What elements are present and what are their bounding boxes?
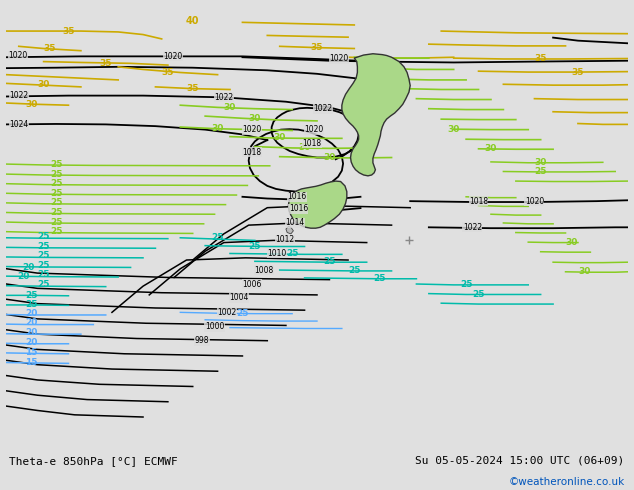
Text: 25: 25 [37, 232, 50, 241]
Text: 1000: 1000 [205, 322, 224, 331]
Text: 1012: 1012 [275, 235, 294, 244]
Text: 35: 35 [534, 54, 547, 64]
Text: 30: 30 [224, 103, 236, 112]
Text: 1022: 1022 [214, 93, 233, 102]
Text: 1020: 1020 [525, 196, 544, 206]
Text: 25: 25 [50, 179, 62, 188]
Text: 25: 25 [37, 261, 50, 270]
Text: 25: 25 [37, 270, 50, 279]
Text: 25: 25 [50, 189, 62, 198]
Text: 35: 35 [311, 43, 323, 52]
Text: 25: 25 [37, 280, 50, 289]
Text: 25: 25 [50, 170, 62, 179]
Text: 20: 20 [25, 328, 37, 337]
Text: Theta-e 850hPa [°C] ECMWF: Theta-e 850hPa [°C] ECMWF [10, 456, 178, 466]
Text: 25: 25 [50, 208, 62, 217]
Polygon shape [286, 226, 294, 234]
Text: 30: 30 [37, 80, 50, 89]
Text: 35: 35 [62, 26, 75, 36]
Text: 25: 25 [236, 309, 249, 318]
Text: 30: 30 [448, 124, 460, 134]
Text: 35: 35 [44, 44, 56, 53]
Text: 20: 20 [25, 318, 37, 327]
Text: 35: 35 [572, 68, 584, 76]
Text: 25: 25 [50, 218, 62, 226]
Text: 1020: 1020 [242, 125, 261, 134]
Text: 1004: 1004 [230, 294, 249, 302]
Text: 15: 15 [25, 348, 37, 357]
Text: 1018: 1018 [242, 148, 261, 157]
Text: 25: 25 [50, 160, 62, 169]
Text: 35: 35 [186, 84, 199, 93]
Text: 1018: 1018 [302, 139, 321, 148]
Text: 25: 25 [37, 242, 50, 250]
Text: 35: 35 [162, 68, 174, 77]
Text: 25: 25 [25, 291, 37, 300]
Text: 30: 30 [578, 267, 590, 276]
Text: 20: 20 [25, 338, 37, 346]
Text: 25: 25 [373, 274, 385, 283]
Text: Su 05-05-2024 15:00 UTC (06+09): Su 05-05-2024 15:00 UTC (06+09) [415, 456, 624, 466]
Text: 30: 30 [211, 124, 224, 133]
Text: 20: 20 [22, 263, 34, 272]
Text: 1024: 1024 [9, 121, 29, 129]
Text: 35: 35 [100, 59, 112, 68]
Text: 30: 30 [485, 145, 497, 153]
Text: 30: 30 [323, 153, 335, 162]
Text: 1020: 1020 [329, 54, 348, 64]
Text: 1010: 1010 [267, 249, 286, 258]
Text: 25: 25 [37, 251, 50, 260]
Text: 1022: 1022 [463, 223, 482, 232]
Text: 1002: 1002 [217, 308, 236, 317]
Text: 30: 30 [534, 158, 547, 167]
Text: 1016: 1016 [287, 192, 307, 201]
Text: 25: 25 [323, 257, 335, 266]
Text: 25: 25 [472, 290, 485, 299]
Text: 1020: 1020 [163, 52, 183, 61]
Text: 20: 20 [25, 309, 37, 318]
Text: 1006: 1006 [242, 279, 261, 289]
Text: 25: 25 [249, 242, 261, 250]
Text: 40: 40 [186, 17, 200, 26]
Text: 30: 30 [299, 144, 311, 152]
Text: 1020: 1020 [8, 51, 27, 60]
Text: 25: 25 [460, 280, 472, 290]
Text: 25: 25 [286, 249, 299, 258]
Text: ©weatheronline.co.uk: ©weatheronline.co.uk [508, 477, 624, 488]
Text: 1008: 1008 [255, 266, 274, 274]
Text: 25: 25 [534, 168, 547, 176]
Text: 20: 20 [18, 271, 30, 281]
Text: 30: 30 [25, 100, 37, 109]
Text: 25: 25 [25, 300, 37, 310]
Polygon shape [288, 181, 347, 228]
Text: 1022: 1022 [314, 104, 333, 113]
Text: 30: 30 [566, 238, 578, 246]
Text: 1014: 1014 [286, 219, 305, 227]
Text: 998: 998 [195, 336, 209, 345]
Text: 1020: 1020 [304, 125, 323, 134]
Polygon shape [342, 54, 410, 176]
Text: 1016: 1016 [288, 204, 308, 214]
Text: 15: 15 [25, 358, 37, 367]
Text: 25: 25 [50, 198, 62, 207]
Text: 1022: 1022 [10, 91, 29, 100]
Text: 25: 25 [348, 266, 361, 275]
Text: 1018: 1018 [469, 196, 488, 206]
Text: 30: 30 [249, 114, 261, 123]
Text: 30: 30 [273, 133, 286, 143]
Text: 25: 25 [211, 233, 224, 242]
Text: 25: 25 [50, 227, 62, 236]
